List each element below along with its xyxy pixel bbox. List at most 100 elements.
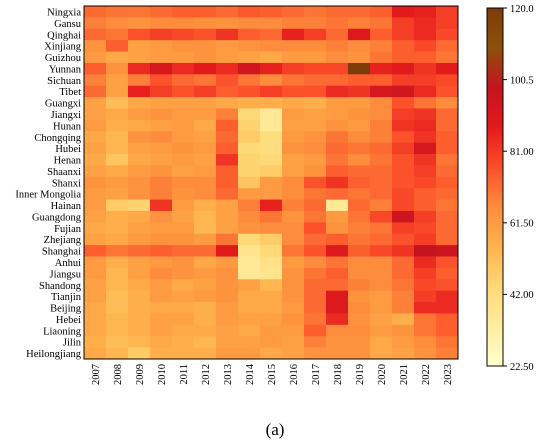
heatmap-cell bbox=[260, 108, 283, 121]
heatmap-cell bbox=[172, 256, 195, 269]
y-tick-label: Liaoning bbox=[43, 326, 82, 337]
heatmap-cell bbox=[238, 256, 261, 269]
heatmap-cell bbox=[326, 290, 349, 303]
heatmap-cell bbox=[326, 165, 349, 178]
heatmap-cell bbox=[436, 51, 459, 64]
heatmap-cell bbox=[238, 290, 261, 303]
heatmap-cell bbox=[216, 347, 239, 360]
heatmap-cell bbox=[150, 108, 173, 121]
heatmap-cell bbox=[370, 267, 393, 280]
heatmap-cell bbox=[172, 85, 195, 98]
heatmap-cell bbox=[106, 176, 129, 189]
heatmap-cell bbox=[172, 165, 195, 178]
heatmap-cell bbox=[436, 347, 459, 360]
heatmap-cell bbox=[216, 233, 239, 246]
heatmap-cell bbox=[260, 97, 283, 109]
heatmap-cell bbox=[238, 279, 261, 292]
heatmap-cell bbox=[194, 256, 217, 269]
heatmap-cell bbox=[348, 313, 371, 326]
heatmap-cell bbox=[172, 62, 195, 75]
heatmap-cell bbox=[216, 279, 239, 292]
y-tick-label: Hubei bbox=[55, 144, 81, 155]
heatmap-cell bbox=[436, 210, 459, 223]
heatmap-cell bbox=[150, 40, 173, 52]
heatmap-cell bbox=[348, 17, 371, 30]
y-tick-label: Xinjiang bbox=[44, 42, 81, 53]
x-tick-label: 2008 bbox=[113, 364, 124, 385]
heatmap-cell bbox=[128, 313, 151, 326]
heatmap-cell bbox=[216, 176, 239, 189]
heatmap-cell bbox=[348, 108, 371, 121]
heatmap-cell bbox=[216, 256, 239, 269]
heatmap-cell bbox=[414, 85, 437, 98]
heatmap-cell bbox=[348, 62, 371, 75]
heatmap-cell bbox=[414, 188, 437, 200]
heatmap-cell bbox=[172, 267, 195, 280]
heatmap-cell bbox=[216, 142, 239, 155]
heatmap-cell bbox=[172, 6, 195, 18]
heatmap-cell bbox=[194, 62, 217, 75]
heatmap-cell bbox=[194, 142, 217, 155]
heatmap-cell bbox=[348, 222, 371, 235]
heatmap-cell bbox=[260, 142, 283, 155]
y-tick-label: Guangxi bbox=[45, 99, 81, 110]
y-tick-label: Ningxia bbox=[47, 7, 81, 18]
y-tick-label: Fujian bbox=[54, 224, 82, 235]
heatmap-cell bbox=[238, 142, 261, 155]
heatmap-cell bbox=[106, 154, 129, 166]
heatmap-cell bbox=[436, 302, 459, 314]
heatmap-cell bbox=[84, 74, 107, 87]
heatmap-cell bbox=[304, 199, 327, 212]
heatmap-cell bbox=[348, 74, 371, 87]
heatmap-cell bbox=[216, 290, 239, 303]
heatmap-cell bbox=[304, 97, 327, 109]
heatmap-cell bbox=[150, 17, 173, 30]
heatmap-cell bbox=[414, 131, 437, 144]
heatmap-cell bbox=[304, 51, 327, 64]
heatmap-cell bbox=[194, 28, 217, 41]
y-tick-label: Shanxi bbox=[52, 178, 81, 189]
heatmap-cell bbox=[326, 302, 349, 314]
heatmap-cell bbox=[150, 165, 173, 178]
heatmap-cell bbox=[282, 97, 305, 109]
x-tick-label: 2023 bbox=[443, 364, 454, 385]
heatmap-cell bbox=[414, 119, 437, 132]
heatmap-cell bbox=[84, 17, 107, 30]
heatmap-cell bbox=[282, 142, 305, 155]
heatmap-cell bbox=[260, 324, 283, 337]
heatmap-cell bbox=[106, 108, 129, 121]
heatmap-cell bbox=[260, 347, 283, 360]
heatmap-cell bbox=[128, 17, 151, 30]
heatmap-cell bbox=[194, 336, 217, 349]
heatmap-cell bbox=[370, 74, 393, 87]
heatmap-cell bbox=[172, 142, 195, 155]
heatmap-cell bbox=[172, 188, 195, 200]
heatmap-cell bbox=[128, 199, 151, 212]
heatmap-cell bbox=[414, 222, 437, 235]
heatmap-cell bbox=[282, 199, 305, 212]
heatmap-cell bbox=[260, 74, 283, 87]
heatmap-cell bbox=[326, 222, 349, 235]
heatmap-cell bbox=[238, 324, 261, 337]
heatmap-cell bbox=[304, 6, 327, 18]
heatmap-cell bbox=[370, 85, 393, 98]
y-tick-label: Shaanxi bbox=[47, 167, 81, 178]
heatmap-cell bbox=[194, 210, 217, 223]
heatmap-cell bbox=[238, 233, 261, 246]
heatmap-cell bbox=[128, 222, 151, 235]
y-tick-label: Qinghai bbox=[47, 30, 81, 41]
heatmap-cell bbox=[304, 165, 327, 178]
y-tick-label: Heilongjiang bbox=[26, 349, 82, 360]
heatmap-cell bbox=[436, 154, 459, 166]
heatmap-cell bbox=[282, 336, 305, 349]
heatmap-cell bbox=[260, 17, 283, 30]
heatmap-cell bbox=[304, 62, 327, 75]
heatmap-cell bbox=[436, 267, 459, 280]
heatmap-cell bbox=[260, 199, 283, 212]
heatmap-cell bbox=[326, 97, 349, 109]
heatmap-cell bbox=[194, 313, 217, 326]
heatmap-cell bbox=[216, 85, 239, 98]
colorbar-ticks: 120.0 100.5 81.00 61.50 42.00 22.50 bbox=[503, 4, 534, 373]
heatmap-cell bbox=[370, 256, 393, 269]
y-tick-label: Inner Mongolia bbox=[15, 190, 81, 201]
